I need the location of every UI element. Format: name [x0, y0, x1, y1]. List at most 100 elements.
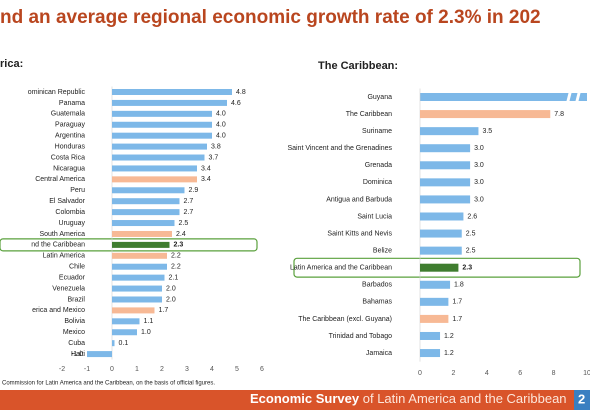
bar [420, 144, 471, 153]
x-tick-label: 6 [518, 370, 522, 377]
bar [87, 351, 112, 358]
bar [420, 161, 471, 170]
chart-title: rica: [0, 58, 23, 70]
highlight-box [0, 238, 258, 252]
value-label: -1.0 [71, 351, 83, 358]
category-label: nd the Caribbean [31, 242, 85, 249]
bar [112, 285, 162, 292]
value-label: 2.9 [189, 187, 199, 194]
bar [112, 121, 212, 128]
category-label: Bahamas [362, 299, 392, 306]
bar [420, 349, 441, 358]
category-label: Honduras [55, 143, 86, 150]
value-label: 3.0 [474, 162, 484, 169]
chart-title: The Caribbean: [318, 60, 398, 72]
category-label: Saint Lucia [357, 213, 392, 220]
value-label: 3.0 [474, 145, 484, 152]
category-label: Venezuela [52, 285, 85, 292]
bar [420, 246, 462, 255]
value-label: 2.5 [466, 247, 476, 254]
category-label: Uruguay [59, 220, 86, 227]
x-tick-label: 3 [185, 366, 189, 373]
bar [112, 263, 167, 270]
category-label: Brazil [67, 296, 85, 303]
footer-bar [0, 390, 590, 410]
bar [420, 263, 459, 272]
bar [112, 329, 137, 336]
category-label: Trinidad and Tobago [329, 333, 393, 340]
bar [420, 110, 551, 119]
value-label: 2.0 [166, 296, 176, 303]
value-label: 2.5 [466, 230, 476, 237]
value-label: 2.6 [467, 213, 477, 220]
value-label: 2.5 [179, 220, 189, 227]
bar [112, 252, 167, 259]
bar [112, 154, 205, 161]
category-label: Mexico [63, 329, 85, 336]
highlight-box [293, 257, 581, 278]
footer-bold: Economic Survey [250, 391, 360, 406]
category-label: Latin America and the Caribbean [290, 265, 392, 272]
x-tick-label: 8 [552, 370, 556, 377]
bar [112, 132, 212, 139]
value-label: 2.7 [184, 209, 194, 216]
value-label: 2.3 [462, 265, 472, 272]
category-label: Saint Kitts and Nevis [327, 230, 392, 237]
category-label: Belize [373, 247, 392, 254]
bar [420, 229, 462, 238]
value-label: 3.4 [201, 165, 211, 172]
category-label: Costa Rica [51, 154, 85, 161]
x-tick-label: 4 [485, 370, 489, 377]
value-label: 3.8 [211, 143, 221, 150]
category-label: Cuba [68, 340, 85, 347]
value-label: 3.5 [482, 128, 492, 135]
bar [112, 110, 212, 117]
bar [112, 241, 170, 248]
value-label: 2.7 [184, 198, 194, 205]
category-label: Barbados [362, 282, 392, 289]
value-label: 2.2 [171, 253, 181, 260]
bar [112, 230, 172, 237]
category-label: Guatemala [51, 111, 85, 118]
bar [420, 314, 449, 323]
value-label: 4.0 [216, 133, 226, 140]
value-label: 3.0 [474, 196, 484, 203]
x-tick-label: 5 [235, 366, 239, 373]
bar [420, 331, 441, 340]
value-label: 2.3 [174, 242, 184, 249]
x-tick-label: 1 [135, 366, 139, 373]
value-label: 2.1 [169, 274, 179, 281]
slide-title: nd an average regional economic growth r… [0, 7, 541, 28]
category-label: The Caribbean [346, 111, 392, 118]
category-label: South America [39, 231, 85, 238]
bar [420, 178, 471, 187]
x-tick-label: 6 [260, 366, 264, 373]
value-label: 1.2 [444, 333, 454, 340]
bar [112, 165, 197, 172]
category-label: Bolivia [64, 318, 85, 325]
bar [420, 195, 471, 204]
bar [420, 297, 449, 306]
category-label: Latin America [43, 253, 86, 260]
bar [112, 307, 155, 314]
category-label: Saint Vincent and the Grenadines [287, 145, 392, 152]
x-tick-label: 4 [210, 366, 214, 373]
bar [112, 296, 162, 303]
bar [112, 209, 180, 216]
value-label: 4.0 [216, 111, 226, 118]
source-note: Commission for Latin America and the Car… [2, 381, 215, 387]
bar [112, 143, 207, 150]
category-label: El Salvador [49, 198, 85, 205]
bar [112, 99, 227, 106]
x-tick-label: 10 [583, 370, 590, 377]
value-label: 2.2 [171, 264, 181, 271]
bar [112, 89, 232, 95]
bar [112, 340, 115, 347]
value-label: 1.2 [444, 350, 454, 357]
page-number: 2 [578, 391, 585, 406]
value-label: 1.1 [144, 318, 154, 325]
page-box [574, 390, 590, 410]
value-label: 1.7 [452, 299, 462, 306]
x-tick-label: -2 [59, 366, 65, 373]
